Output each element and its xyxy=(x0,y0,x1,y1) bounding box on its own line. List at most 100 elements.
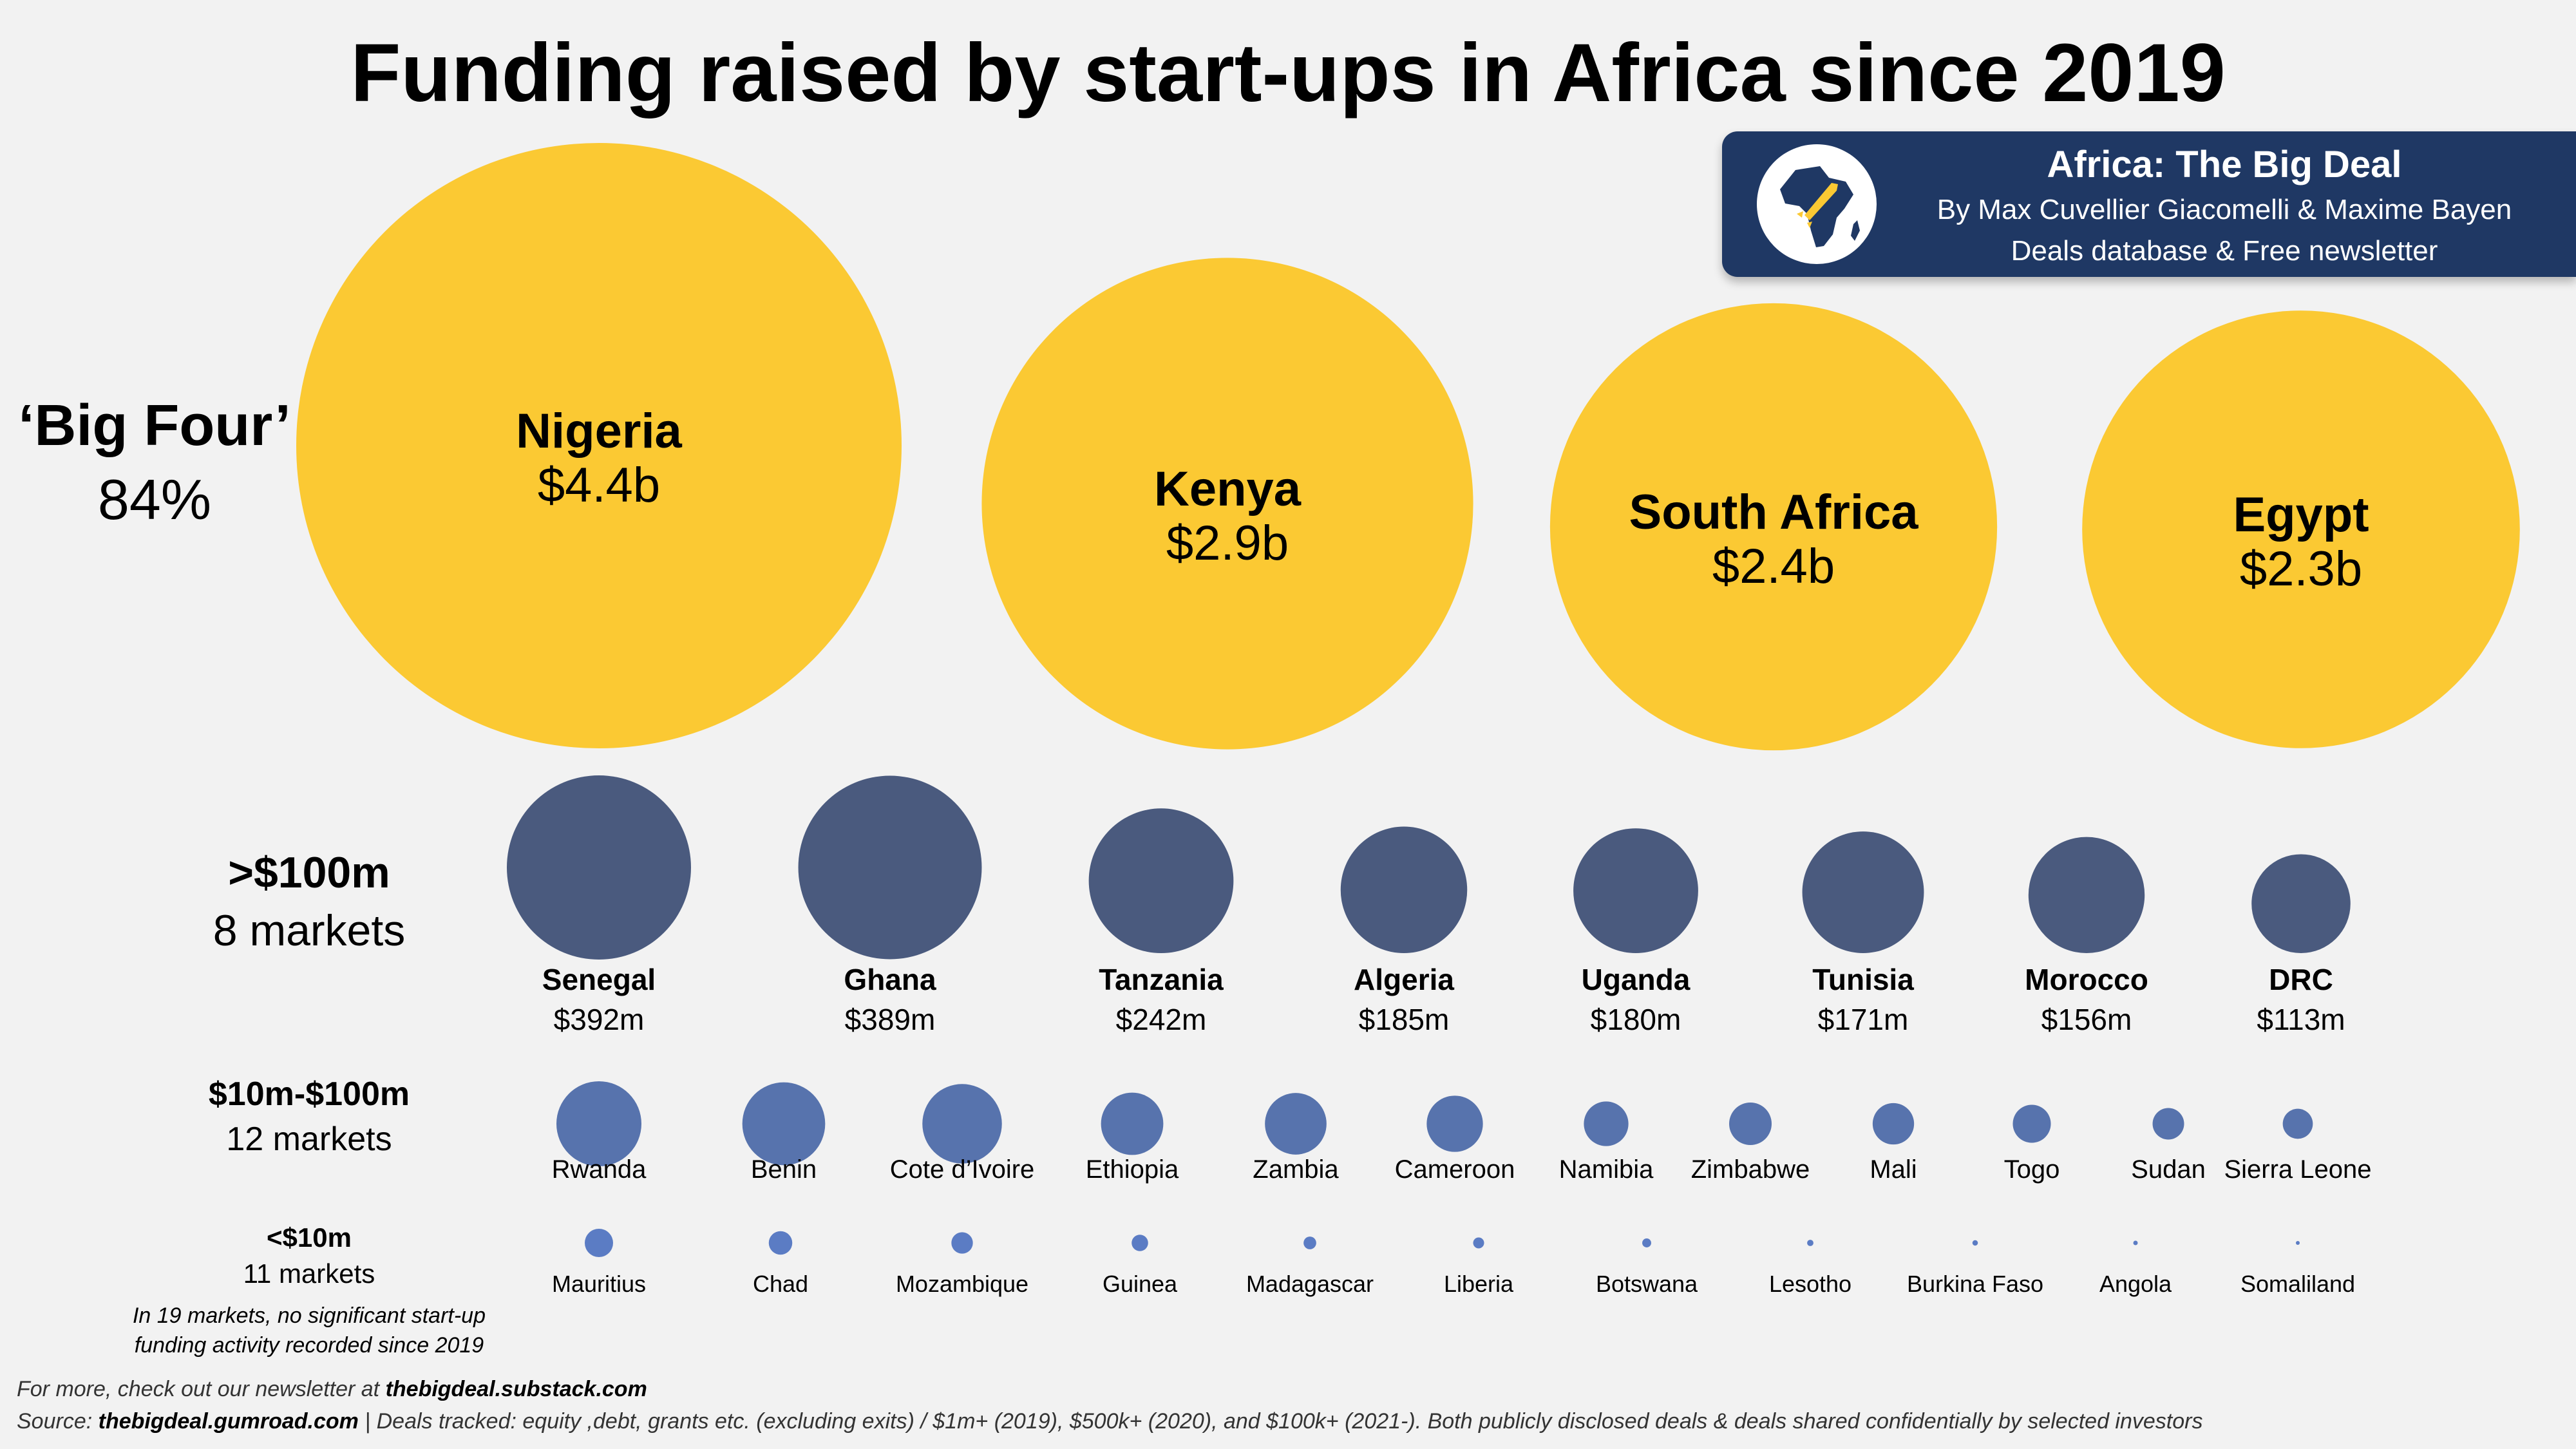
bubble-label-cameroon: Cameroon xyxy=(1394,1155,1515,1184)
brand-tagline: Deals database & Free newsletter xyxy=(2011,235,2438,267)
bubble-label-ethiopia: Ethiopia xyxy=(1085,1155,1179,1184)
bubble-rwanda[interactable] xyxy=(556,1081,641,1166)
bubble-label-togo: Togo xyxy=(2003,1155,2060,1184)
tier-over-100m: >$100m 8 markets xyxy=(148,844,470,960)
newsletter-link[interactable]: thebigdeal.substack.com xyxy=(385,1377,647,1401)
bubble-south-africa[interactable] xyxy=(1549,303,1998,751)
bubble-tanzania[interactable] xyxy=(1088,808,1234,953)
tier-over-100m-label: >$100m xyxy=(228,848,390,897)
brand-name: Africa: The Big Deal xyxy=(2047,144,2402,185)
bubble-label-cote-d-ivoire: Cote d’Ivoire xyxy=(889,1155,1035,1184)
bubble-sierra-leone[interactable] xyxy=(2282,1108,2313,1139)
bubble-algeria[interactable] xyxy=(1340,826,1468,953)
bubble-label-tanzania: Tanzania xyxy=(1099,963,1224,996)
bubble-guinea[interactable] xyxy=(1132,1235,1148,1251)
footer-newsletter: For more, check out our newsletter at th… xyxy=(17,1377,647,1402)
bubble-value-drc: $113m xyxy=(2257,1003,2345,1036)
bubble-uganda[interactable] xyxy=(1573,828,1698,953)
bubble-botswana[interactable] xyxy=(1642,1238,1651,1247)
footer-newsletter-prefix: For more, check out our newsletter at xyxy=(17,1377,386,1401)
bubble-label-angola: Angola xyxy=(2099,1271,2172,1297)
bubble-label-somaliland: Somaliland xyxy=(2240,1271,2356,1297)
tier-mid-count: 12 markets xyxy=(226,1121,392,1158)
bubble-label-drc: DRC xyxy=(2269,963,2333,996)
bubble-label-guinea: Guinea xyxy=(1102,1271,1178,1297)
tier-small-label: <$10m xyxy=(267,1222,352,1253)
bubble-mali[interactable] xyxy=(1872,1103,1915,1145)
bubble-drc[interactable] xyxy=(2251,854,2351,953)
tier-mid: $10m-$100m 12 markets xyxy=(148,1072,470,1162)
bubble-zambia[interactable] xyxy=(1265,1093,1327,1155)
bubble-cote-d-ivoire[interactable] xyxy=(922,1084,1002,1164)
bubble-benin[interactable] xyxy=(742,1082,826,1166)
bubble-label-egypt: Egypt xyxy=(2233,488,2369,542)
bubble-sudan[interactable] xyxy=(2152,1108,2184,1140)
bubble-label-mozambique: Mozambique xyxy=(895,1271,1029,1297)
bubble-lesotho[interactable] xyxy=(1807,1240,1814,1246)
bubble-value-tanzania: $242m xyxy=(1115,1003,1207,1036)
bubble-liberia[interactable] xyxy=(1473,1237,1484,1249)
bubble-cameroon[interactable] xyxy=(1426,1095,1483,1152)
tier-big-four-label: ‘Big Four’ xyxy=(18,393,291,458)
bubble-label-chad: Chad xyxy=(752,1271,809,1297)
bubble-label-zambia: Zambia xyxy=(1253,1155,1339,1184)
bubble-label-tunisia: Tunisia xyxy=(1812,963,1914,996)
tier-big-four: ‘Big Four’ 84% xyxy=(13,390,296,538)
tier-small: <$10m 11 markets xyxy=(180,1220,438,1292)
bubble-label-nigeria: Nigeria xyxy=(516,404,682,459)
bubble-label-senegal: Senegal xyxy=(542,963,656,996)
bubble-ghana[interactable] xyxy=(798,775,982,960)
bubble-zimbabwe[interactable] xyxy=(1729,1103,1772,1145)
bubble-morocco[interactable] xyxy=(2028,837,2145,954)
bubble-label-mali: Mali xyxy=(1870,1155,1917,1184)
bubble-value-senegal: $392m xyxy=(553,1003,645,1036)
bubble-label-south-africa: South Africa xyxy=(1629,485,1918,540)
bubble-label-lesotho: Lesotho xyxy=(1768,1271,1852,1297)
bubble-value-ghana: $389m xyxy=(844,1003,936,1036)
bubble-label-botswana: Botswana xyxy=(1595,1271,1698,1297)
bubble-nigeria[interactable] xyxy=(296,143,902,748)
bubble-value-uganda: $180m xyxy=(1590,1003,1681,1036)
bubble-togo[interactable] xyxy=(2012,1104,2051,1143)
brand-box[interactable]: Africa: The Big Deal By Max Cuvellier Gi… xyxy=(1722,131,2576,277)
bubble-somaliland[interactable] xyxy=(2295,1240,2300,1245)
bubble-label-morocco: Morocco xyxy=(2025,963,2148,996)
bubble-chad[interactable] xyxy=(768,1231,793,1255)
bubble-mozambique[interactable] xyxy=(951,1232,973,1254)
bubble-angola[interactable] xyxy=(2133,1240,2138,1245)
no-activity-note: In 19 markets, no significant start-up f… xyxy=(132,1303,486,1358)
footer-source-prefix: Source: xyxy=(17,1409,99,1434)
bubble-namibia[interactable] xyxy=(1584,1101,1629,1146)
bubble-ethiopia[interactable] xyxy=(1101,1092,1164,1155)
bubble-senegal[interactable] xyxy=(507,775,691,960)
bubble-madagascar[interactable] xyxy=(1303,1236,1316,1249)
bubble-label-rwanda: Rwanda xyxy=(551,1155,647,1184)
bubble-label-sudan: Sudan xyxy=(2131,1155,2206,1184)
bubble-kenya[interactable] xyxy=(981,258,1473,750)
bubble-mauritius[interactable] xyxy=(585,1229,613,1257)
bubble-value-tunisia: $171m xyxy=(1817,1003,1909,1036)
bubble-label-benin: Benin xyxy=(750,1155,817,1184)
bubble-label-ghana: Ghana xyxy=(844,963,936,996)
bubble-label-mauritius: Mauritius xyxy=(551,1271,647,1297)
bubble-label-madagascar: Madagascar xyxy=(1245,1271,1374,1297)
brand-authors: By Max Cuvellier Giacomelli & Maxime Bay… xyxy=(1937,194,2512,225)
bubble-label-liberia: Liberia xyxy=(1443,1271,1514,1297)
bubble-burkina-faso[interactable] xyxy=(1972,1240,1978,1246)
bubble-value-south-africa: $2.4b xyxy=(1712,539,1835,594)
tier-small-count: 11 markets xyxy=(243,1258,375,1289)
bubble-value-nigeria: $4.4b xyxy=(537,458,661,513)
africa-rocket-icon xyxy=(1757,144,1877,264)
bubble-label-uganda: Uganda xyxy=(1581,963,1690,996)
tier-over-100m-count: 8 markets xyxy=(213,906,406,955)
chart-title: Funding raised by start-ups in Africa si… xyxy=(350,27,2226,119)
bubble-value-egypt: $2.3b xyxy=(2239,542,2363,596)
bubble-label-algeria: Algeria xyxy=(1354,963,1454,996)
bubble-egypt[interactable] xyxy=(2082,310,2520,748)
source-link[interactable]: thebigdeal.gumroad.com xyxy=(98,1409,359,1434)
bubble-label-kenya: Kenya xyxy=(1153,462,1302,516)
bubble-value-algeria: $185m xyxy=(1358,1003,1450,1036)
footer-source: Source: thebigdeal.gumroad.com | Deals t… xyxy=(17,1409,2202,1434)
bubble-tunisia[interactable] xyxy=(1802,831,1924,953)
